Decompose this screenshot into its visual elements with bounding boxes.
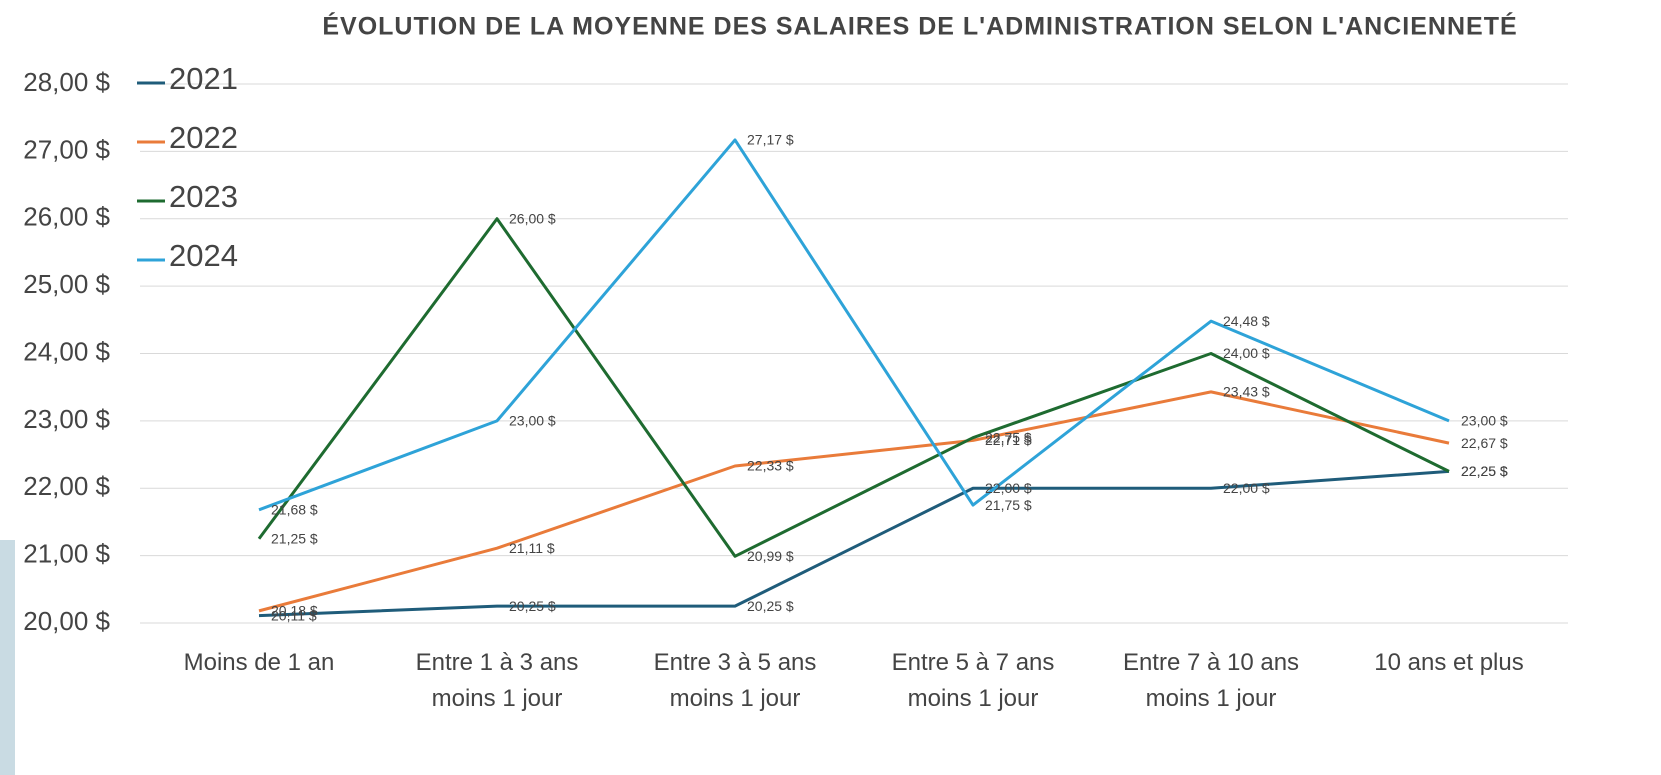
data-label: 24,00 $ [1223, 345, 1270, 361]
x-tick-label: Entre 7 à 10 ans moins 1 jour [1122, 649, 1300, 712]
x-tick-label: 10 ans et plus [1374, 649, 1524, 676]
chart-title: ÉVOLUTION DE LA MOYENNE DES SALAIRES DE … [322, 12, 1517, 41]
series-line [258, 138, 1450, 512]
y-tick-label: 26,00 $ [23, 202, 110, 232]
data-label: 22,00 $ [985, 480, 1032, 496]
data-label: 20,25 $ [509, 598, 556, 614]
data-label: 26,00 $ [509, 210, 556, 226]
data-label: 20,11 $ [271, 607, 317, 623]
data-label: 22,71 $ [985, 432, 1032, 448]
data-label: 21,25 $ [271, 530, 318, 546]
data-label: 22,00 $ [1223, 480, 1270, 496]
y-tick-label: 20,00 $ [23, 606, 110, 636]
x-tick-label: Entre 3 à 5 ans moins 1 jour [653, 649, 817, 712]
data-label: 27,17 $ [747, 132, 794, 148]
data-label: 22,67 $ [1461, 435, 1508, 451]
series-line [258, 390, 1450, 613]
data-label: 22,25 $ [1461, 463, 1508, 479]
x-tick-label: Moins de 1 an [183, 649, 335, 676]
data-label: 23,43 $ [1223, 384, 1270, 400]
data-label: 21,75 $ [985, 497, 1032, 513]
x-tick-label: Entre 1 à 3 ans moins 1 jour [415, 649, 579, 712]
y-tick-label: 25,00 $ [23, 269, 110, 299]
data-label: 21,68 $ [271, 502, 318, 518]
y-tick-label: 28,00 $ [23, 67, 110, 97]
y-tick-label: 21,00 $ [23, 539, 110, 569]
decoration [0, 540, 15, 775]
x-tick-label: Entre 5 à 7 ans moins 1 jour [891, 649, 1055, 712]
data-label: 22,25 $ [1461, 463, 1508, 479]
y-tick-label: 27,00 $ [23, 134, 110, 164]
y-tick-label: 22,00 $ [23, 471, 110, 501]
series-line [258, 469, 1450, 618]
data-label: 20,25 $ [747, 598, 794, 614]
data-label: 22,33 $ [747, 458, 794, 474]
data-label: 22,75 $ [985, 429, 1032, 445]
data-label: 23,00 $ [1461, 413, 1508, 429]
data-label: 20,18 $ [271, 603, 318, 619]
legend-label: 2021 [169, 61, 238, 96]
data-label: 23,00 $ [509, 413, 556, 429]
data-label: 20,99 $ [747, 548, 794, 564]
legend-label: 2024 [169, 238, 238, 273]
y-tick-label: 24,00 $ [23, 336, 110, 366]
data-label: 24,48 $ [1223, 313, 1270, 329]
series-line [257, 217, 1450, 558]
data-label: 21,11 $ [509, 540, 555, 556]
y-tick-label: 23,00 $ [23, 404, 110, 434]
legend-label: 2022 [169, 120, 238, 155]
legend-label: 2023 [169, 179, 238, 214]
